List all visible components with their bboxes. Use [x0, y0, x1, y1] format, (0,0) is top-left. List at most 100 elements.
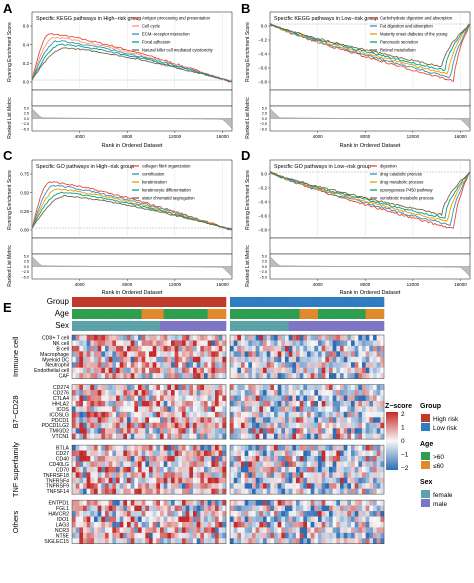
heatmap-cell — [97, 433, 102, 440]
heatmap-cell — [108, 335, 113, 341]
heatmap-cell — [222, 527, 227, 534]
heatmap-cell — [376, 477, 381, 484]
heatmap-cell — [200, 433, 205, 440]
heatmap-cell — [116, 450, 120, 457]
sex-cell — [79, 321, 84, 331]
heatmap-cell — [75, 461, 80, 468]
heatmap-cell — [325, 340, 330, 347]
heatmap-cell — [119, 505, 124, 512]
heatmap-cell — [362, 373, 366, 379]
heatmap-cell — [178, 428, 183, 434]
heatmap-cell — [329, 340, 333, 347]
heatmap-cell — [222, 362, 227, 368]
y-tick-label: −0.4 — [258, 52, 267, 57]
heatmap-cell — [365, 521, 370, 528]
heatmap-cell — [112, 340, 117, 347]
heatmap-cell — [255, 521, 260, 528]
heatmap-cell — [72, 538, 76, 544]
legend-label: drug catabolic process — [380, 172, 422, 177]
heatmap-cell — [116, 483, 120, 489]
heatmap-cell — [362, 500, 366, 506]
heatmap-cell — [174, 527, 179, 534]
heatmap-cell — [314, 472, 319, 478]
group-cell — [285, 297, 289, 307]
heatmap-cell — [340, 340, 344, 347]
heatmap-cell — [288, 488, 293, 495]
panel-letter-c: C — [3, 148, 13, 163]
heatmap-cell — [285, 445, 289, 451]
heatmap-cell — [134, 488, 139, 495]
heatmap-cell — [244, 527, 249, 534]
age-cell — [75, 309, 80, 319]
heatmap-cell — [285, 390, 289, 396]
heatmap-cell — [105, 450, 109, 457]
heatmap-cell — [288, 538, 293, 544]
heatmap-cell — [321, 390, 326, 396]
heatmap-cell — [270, 450, 275, 457]
heatmap-cell — [259, 505, 264, 512]
heatmap-cell — [296, 461, 300, 468]
heatmap-cell — [274, 521, 278, 528]
heatmap-cell — [365, 538, 370, 544]
heatmap-cell — [105, 461, 109, 468]
heatmap-cell — [123, 461, 128, 468]
heatmap-cell — [376, 340, 381, 347]
heatmap-cell — [119, 477, 124, 484]
heatmap-cell — [310, 373, 315, 379]
heatmap-cell — [218, 511, 223, 517]
heatmap-cell — [83, 483, 87, 489]
heatmap-cell — [94, 521, 98, 528]
heatmap-cell — [292, 373, 297, 379]
heatmap-cell — [332, 406, 337, 413]
gene-label: CD70 — [56, 467, 69, 473]
heatmap-cell — [218, 428, 223, 434]
heatmap-cell — [75, 367, 80, 374]
heatmap-cell — [141, 340, 146, 347]
heatmap-cell — [171, 445, 175, 451]
heatmap-cell — [83, 500, 87, 506]
heatmap-cell — [215, 538, 219, 544]
heatmap-cell — [79, 345, 84, 352]
heatmap-cell — [233, 340, 238, 347]
heatmap-cell — [321, 406, 326, 413]
heatmap-cell — [204, 433, 208, 440]
heatmap-cell — [362, 516, 366, 523]
gsea-a-ylabel-top: Running Enrichment Score — [7, 22, 13, 82]
heatmap-cell — [182, 505, 186, 512]
gene-label: CD274 — [53, 385, 69, 391]
heatmap-cell — [321, 505, 326, 512]
age-cell — [244, 309, 249, 319]
heatmap-cell — [83, 384, 87, 391]
heatmap-cell — [152, 373, 157, 379]
heatmap-cell — [259, 456, 264, 462]
heatmap-cell — [134, 411, 139, 418]
legend-label: Pancreatic secretion — [380, 40, 419, 45]
legend-label: epoxygenase P450 pathway — [380, 188, 434, 193]
gene-label: LAG3 — [56, 522, 69, 528]
heatmap-cell — [189, 500, 194, 506]
heatmap-cell — [138, 335, 142, 341]
heatmap-cell — [332, 511, 337, 517]
heatmap-cell — [343, 500, 348, 506]
heatmap-cell — [299, 483, 304, 489]
heatmap-cell — [263, 521, 267, 528]
heatmap-cell — [318, 345, 322, 352]
heatmap-cell — [292, 483, 297, 489]
heatmap-cell — [105, 335, 109, 341]
heatmap-cell — [365, 395, 370, 402]
heatmap-cell — [94, 445, 98, 451]
heatmap-cell — [167, 417, 172, 423]
y-tick-label-bottom: −5.0 — [22, 275, 30, 279]
heatmap-cell — [325, 488, 330, 495]
heatmap-cell — [83, 488, 87, 495]
heatmap-cell — [167, 450, 172, 457]
heatmap-cell — [134, 456, 139, 462]
heatmap-cell — [193, 477, 197, 484]
heatmap-cell — [281, 395, 286, 402]
heatmap-cell — [105, 351, 109, 357]
heatmap-cell — [373, 500, 377, 506]
heatmap-cell — [233, 422, 238, 429]
heatmap-cell — [237, 450, 242, 457]
